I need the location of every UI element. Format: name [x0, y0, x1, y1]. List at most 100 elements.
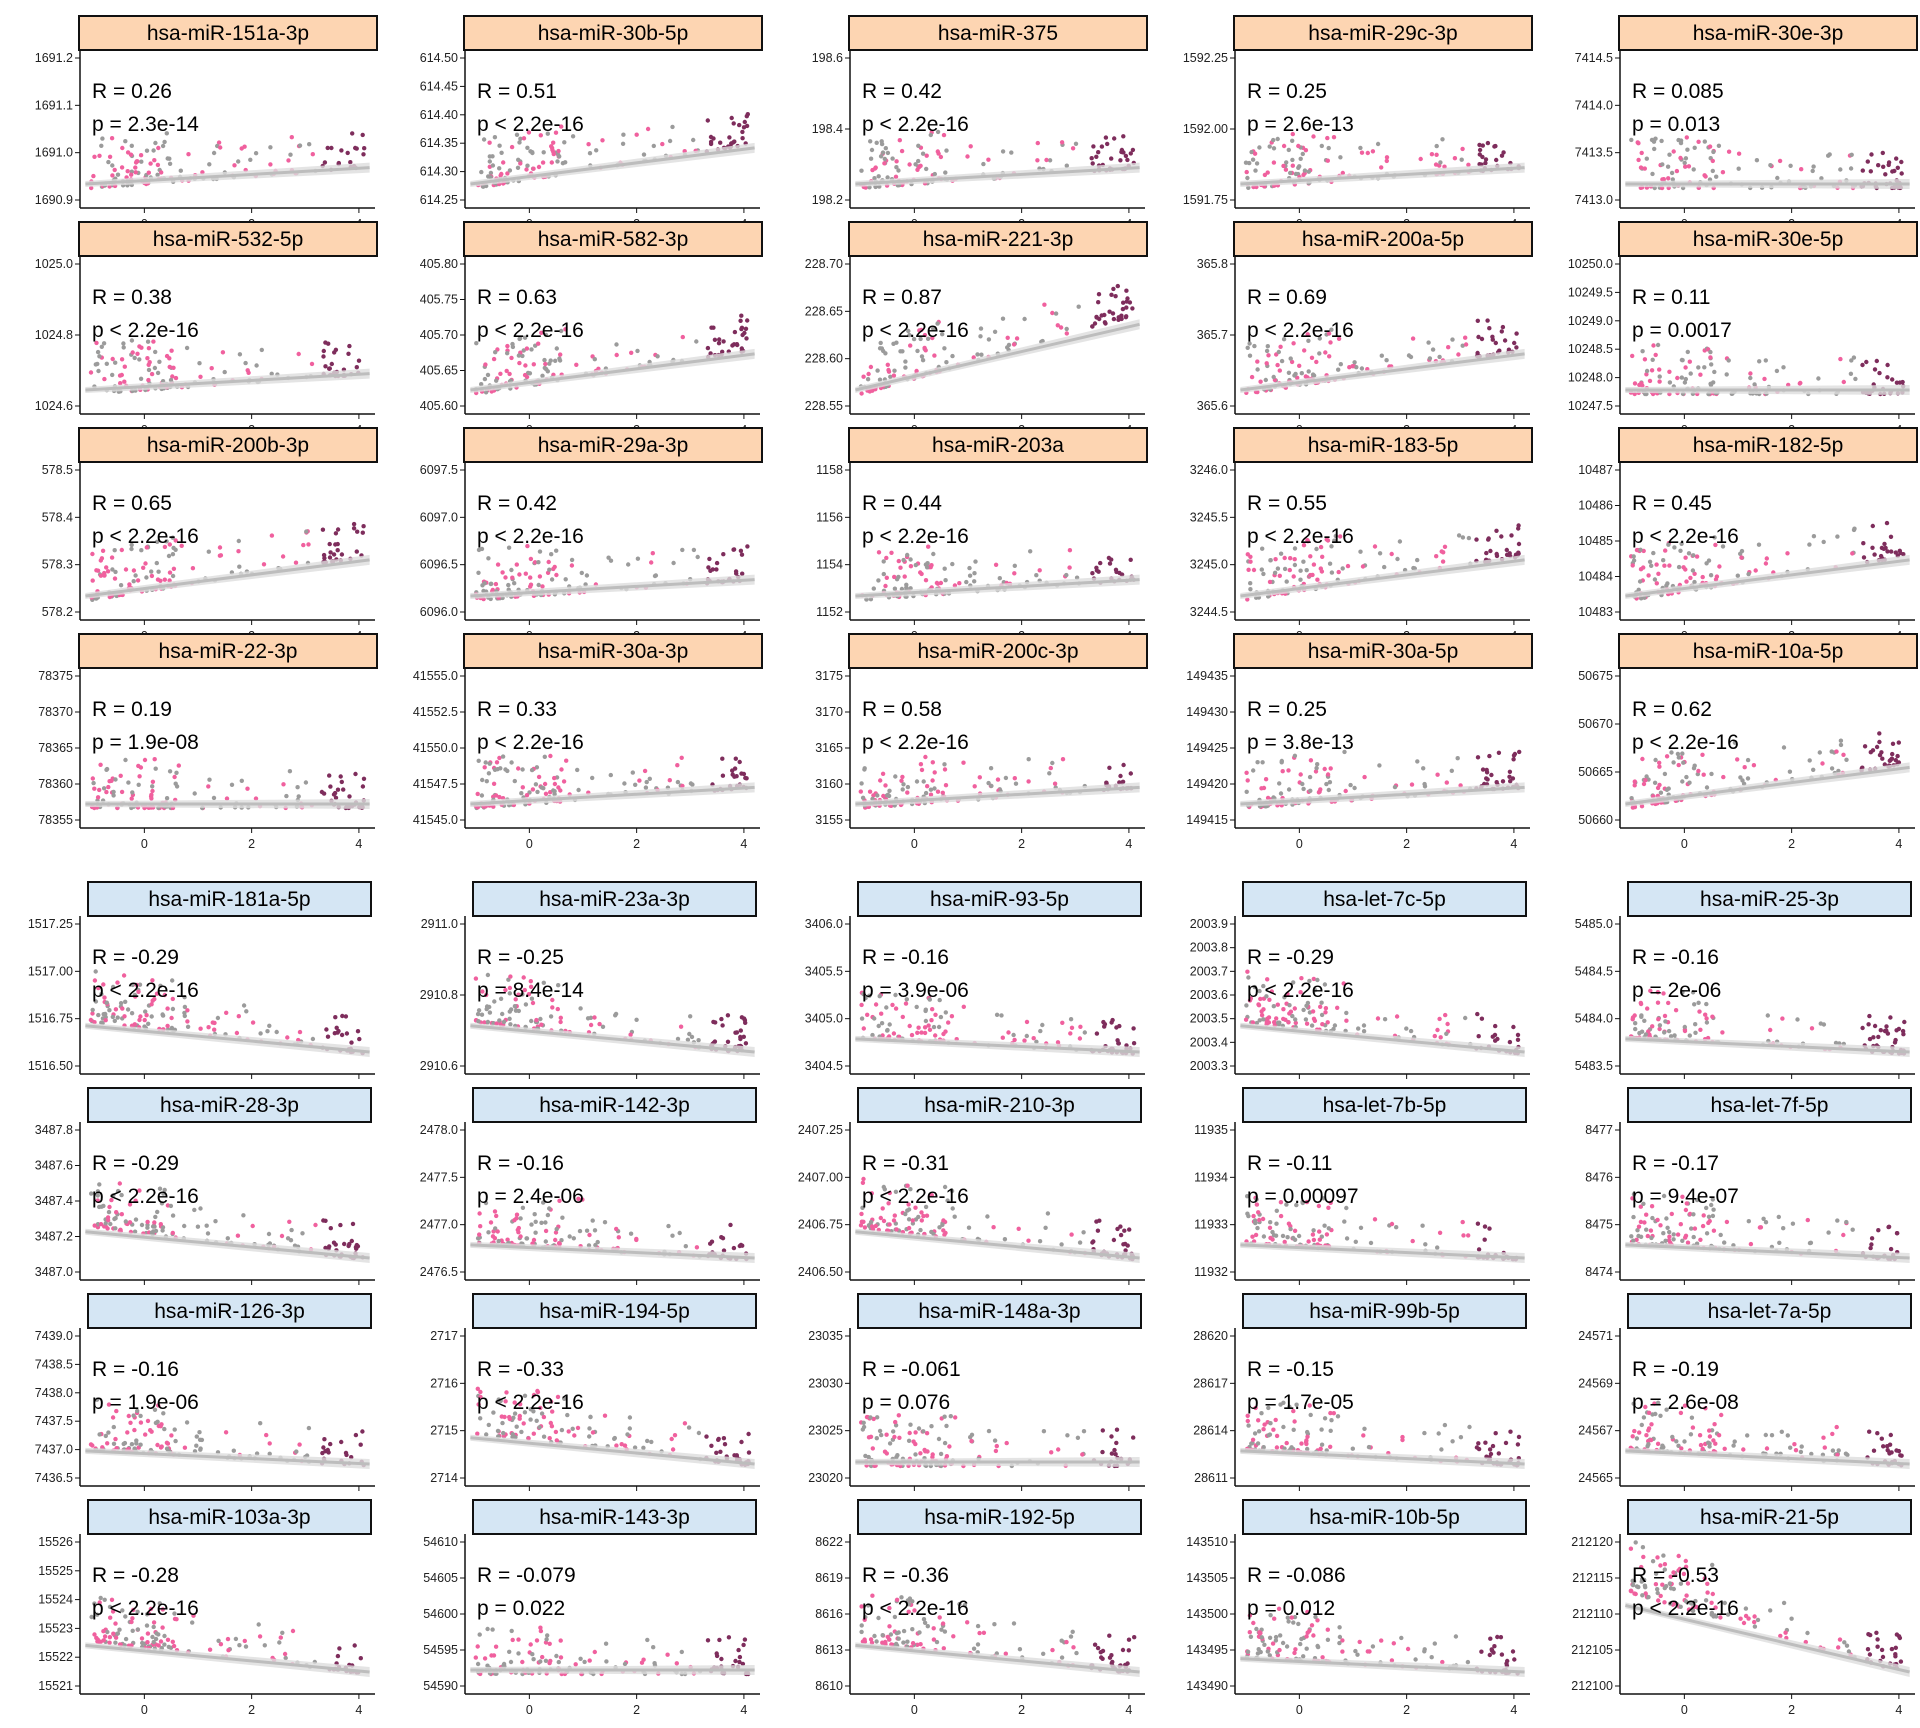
- data-point: [1070, 146, 1076, 151]
- data-point: [104, 565, 109, 570]
- data-point: [1300, 151, 1306, 157]
- data-point: [1844, 757, 1849, 762]
- data-point: [1118, 773, 1123, 779]
- data-point: [482, 581, 487, 586]
- panel-title: hsa-miR-23a-3p: [539, 888, 690, 911]
- data-point: [652, 573, 658, 579]
- data-point: [127, 582, 132, 587]
- data-point: [1267, 1225, 1273, 1231]
- data-point: [98, 573, 104, 578]
- data-point: [904, 582, 909, 587]
- data-point: [1848, 166, 1854, 171]
- data-point: [1682, 1024, 1688, 1030]
- data-point: [1683, 156, 1689, 161]
- data-point: [1384, 155, 1390, 160]
- data-point: [220, 350, 226, 355]
- y-tick-label: 1158: [816, 463, 843, 477]
- data-point: [1646, 573, 1651, 578]
- data-point: [705, 345, 711, 351]
- data-point: [151, 148, 156, 153]
- y-tick-label: 10249.0: [1568, 314, 1613, 328]
- data-point: [152, 158, 157, 163]
- data-point: [165, 156, 170, 161]
- data-point: [1683, 567, 1688, 572]
- data-point: [509, 567, 514, 573]
- data-point: [543, 332, 549, 338]
- data-point: [333, 531, 339, 536]
- data-point: [1683, 164, 1688, 169]
- y-tick-label: 11933: [1194, 1218, 1228, 1232]
- y-tick-label: 7413.0: [1575, 193, 1613, 207]
- data-point: [590, 775, 595, 781]
- data-point: [107, 1008, 112, 1013]
- data-point: [94, 568, 99, 573]
- data-point: [1128, 151, 1134, 156]
- data-point: [891, 1031, 897, 1036]
- data-point: [168, 377, 174, 383]
- data-point: [1698, 372, 1703, 377]
- data-point: [176, 763, 181, 768]
- data-point: [1009, 150, 1014, 155]
- data-point: [1488, 548, 1493, 554]
- data-point: [146, 1021, 151, 1026]
- data-point: [524, 346, 530, 351]
- data-point: [1099, 144, 1105, 149]
- data-point: [935, 129, 941, 135]
- data-point: [1310, 572, 1315, 578]
- y-tick-label: 10483: [1578, 605, 1613, 619]
- panel-strip: [78, 15, 378, 51]
- data-point: [88, 1017, 94, 1023]
- data-point: [1768, 163, 1773, 168]
- data-point: [1639, 150, 1644, 156]
- data-point: [744, 114, 749, 119]
- data-point: [1897, 548, 1903, 553]
- data-point: [978, 326, 984, 331]
- panel-hsa-miR-30e-5p: hsa-miR-30e-5p10250.010249.510249.010248…: [1568, 221, 1918, 437]
- data-point: [485, 372, 491, 378]
- x-tick-label: 4: [1510, 837, 1517, 851]
- data-point: [475, 1011, 481, 1017]
- data-point: [1672, 1033, 1677, 1038]
- data-point: [1641, 781, 1647, 787]
- data-point: [558, 1019, 563, 1025]
- data-point: [491, 781, 497, 786]
- data-point: [1050, 310, 1055, 316]
- data-point: [1686, 551, 1692, 556]
- data-point: [107, 154, 113, 159]
- data-point: [505, 351, 510, 356]
- p-value: p < 2.2e-16: [862, 319, 969, 342]
- data-point: [649, 560, 654, 565]
- data-point: [532, 1212, 537, 1217]
- panel-title: hsa-miR-29a-3p: [538, 434, 689, 457]
- data-point: [1064, 326, 1069, 332]
- data-point: [1275, 1002, 1281, 1007]
- data-point: [1014, 336, 1020, 341]
- y-tick-label: 10487: [1578, 463, 1613, 477]
- data-point: [1248, 559, 1253, 564]
- data-point: [1664, 787, 1670, 792]
- data-point: [1314, 359, 1319, 365]
- data-point: [1384, 158, 1390, 164]
- data-point: [1774, 368, 1780, 374]
- data-point: [281, 782, 286, 787]
- data-point: [936, 1024, 942, 1030]
- data-point: [905, 552, 910, 558]
- data-point: [531, 166, 536, 171]
- data-point: [1012, 776, 1017, 781]
- data-point: [269, 533, 275, 538]
- data-point: [182, 1013, 187, 1019]
- data-point: [150, 784, 155, 789]
- data-point: [160, 143, 166, 149]
- x-tick-label: 2: [1018, 837, 1025, 851]
- data-point: [1309, 355, 1315, 360]
- data-point: [989, 783, 994, 789]
- data-point: [1275, 362, 1280, 368]
- data-point: [985, 1214, 990, 1219]
- data-point: [1631, 554, 1636, 559]
- data-point: [1509, 533, 1514, 538]
- y-tick-label: 10484: [1578, 570, 1613, 584]
- data-point: [862, 766, 867, 771]
- data-point: [514, 132, 520, 137]
- data-point: [1696, 139, 1701, 144]
- data-point: [993, 562, 999, 567]
